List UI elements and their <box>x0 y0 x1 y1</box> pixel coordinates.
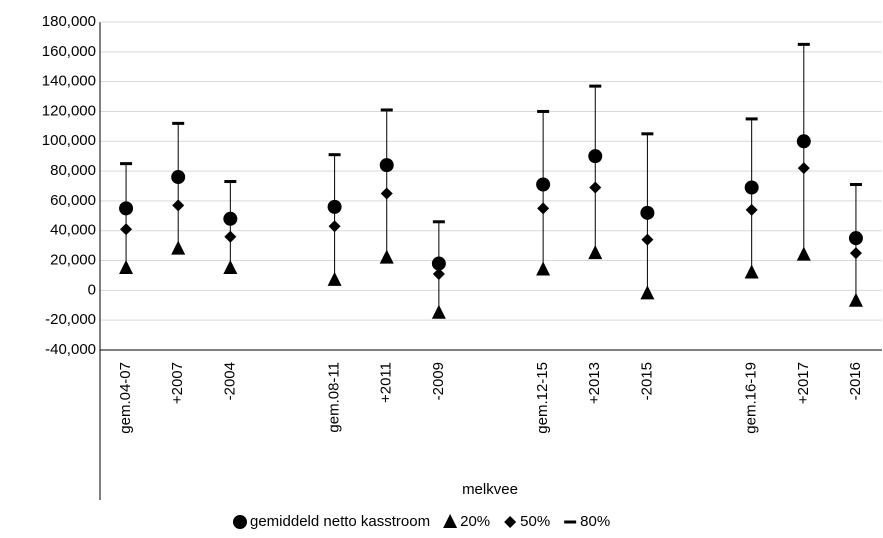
legend-symbol <box>233 515 247 529</box>
x-tick-label: gem.04-07 <box>117 362 134 434</box>
marker-triangle <box>171 240 186 255</box>
marker-triangle <box>327 271 342 286</box>
marker-dash <box>641 132 654 136</box>
y-tick-label: 60,000 <box>50 192 96 209</box>
marker-dash <box>328 153 341 157</box>
marker-diamond <box>537 202 550 215</box>
x-axis-label: melkvee <box>462 481 518 498</box>
marker-diamond <box>380 187 393 200</box>
legend-symbol <box>564 520 577 524</box>
legend-label: 20% <box>460 513 490 530</box>
x-tick-label: +2011 <box>378 362 395 403</box>
y-tick-label: -20,000 <box>45 311 96 328</box>
marker-circle <box>588 149 603 164</box>
marker-dash <box>120 162 133 166</box>
y-tick-label: 0 <box>88 281 96 298</box>
legend-symbol <box>504 516 517 528</box>
x-tick-label: -2004 <box>221 362 238 400</box>
y-tick-label: 180,000 <box>42 13 96 30</box>
y-tick-label: 40,000 <box>50 222 96 239</box>
x-tick-label: gem.12-15 <box>534 362 551 434</box>
x-tick-label: -2015 <box>638 362 655 400</box>
marker-diamond <box>849 247 862 260</box>
marker-diamond <box>432 267 445 280</box>
legend-label: 80% <box>580 513 610 530</box>
marker-dash <box>745 117 758 121</box>
marker-diamond <box>797 162 810 175</box>
marker-triangle <box>744 264 759 279</box>
y-tick-label: 120,000 <box>42 102 96 119</box>
marker-diamond <box>745 203 758 216</box>
legend-symbol <box>443 514 458 528</box>
x-tick-label: +2017 <box>795 362 812 404</box>
legend-label: gemiddeld netto kasstroom <box>250 513 430 530</box>
marker-circle <box>431 256 446 271</box>
marker-dash <box>589 84 602 88</box>
marker-triangle <box>536 261 551 276</box>
marker-dash <box>432 220 445 224</box>
marker-diamond <box>641 233 654 246</box>
marker-dash <box>224 180 237 184</box>
legend-label: 50% <box>520 513 550 530</box>
x-tick-label: -2009 <box>430 362 447 400</box>
marker-triangle <box>640 285 655 300</box>
marker-circle <box>171 170 186 185</box>
marker-dash <box>537 109 550 113</box>
marker-triangle <box>379 249 394 264</box>
marker-triangle <box>119 260 134 274</box>
marker-diamond <box>589 181 602 194</box>
y-tick-label: -40,000 <box>45 341 96 358</box>
marker-dash <box>849 183 862 187</box>
marker-diamond <box>328 220 341 233</box>
marker-diamond <box>120 223 133 236</box>
marker-circle <box>119 201 134 216</box>
marker-diamond <box>224 230 237 243</box>
marker-circle <box>327 199 342 214</box>
x-tick-label: gem.16-19 <box>743 362 760 434</box>
marker-circle <box>379 158 394 173</box>
marker-circle <box>536 177 551 192</box>
marker-diamond <box>172 199 185 212</box>
marker-circle <box>744 180 759 195</box>
marker-circle <box>848 231 863 246</box>
marker-triangle <box>848 292 863 307</box>
marker-triangle <box>588 245 603 260</box>
x-tick-label: gem.08-11 <box>326 362 343 433</box>
x-tick-label: +2007 <box>169 362 186 404</box>
y-tick-label: 160,000 <box>42 43 96 60</box>
y-tick-label: 80,000 <box>50 162 96 179</box>
marker-triangle <box>796 246 811 261</box>
marker-dash <box>797 42 810 46</box>
marker-dash <box>380 108 393 112</box>
y-tick-label: 140,000 <box>42 73 96 90</box>
marker-circle <box>223 211 238 226</box>
marker-dash <box>172 121 185 125</box>
x-tick-label: +2013 <box>586 362 603 404</box>
marker-circle <box>796 134 811 149</box>
x-tick-label: -2016 <box>847 362 864 400</box>
marker-triangle <box>431 304 446 319</box>
y-tick-label: 100,000 <box>42 132 96 149</box>
y-tick-label: 20,000 <box>50 252 96 269</box>
marker-circle <box>640 205 655 220</box>
marker-triangle <box>223 260 238 274</box>
